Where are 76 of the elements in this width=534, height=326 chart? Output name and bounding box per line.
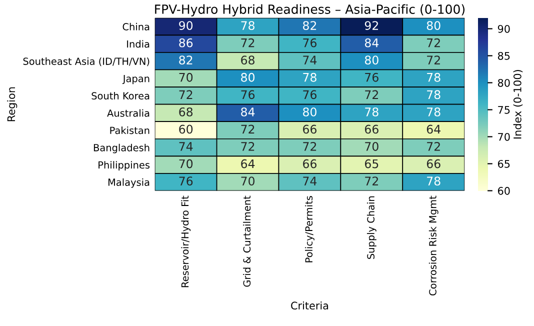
data-label: 76 xyxy=(241,90,255,100)
data-label: 72 xyxy=(427,56,440,64)
data-label: 74 xyxy=(303,176,317,186)
data-label: 70 xyxy=(365,142,378,151)
data-label: 68 xyxy=(179,107,193,116)
y-tick-label: South Korea xyxy=(92,92,150,100)
data-label: 70 xyxy=(179,159,193,168)
data-label: 80 xyxy=(241,72,255,82)
data-label: 76 xyxy=(303,38,316,48)
data-label: 80 xyxy=(364,56,378,65)
color-bar-label: 85 xyxy=(498,52,510,60)
data-label: 76 xyxy=(303,90,316,100)
data-label: 84 xyxy=(364,38,379,48)
color-bar-label: 75 xyxy=(498,106,510,114)
y-tick-label: Philippines xyxy=(98,161,150,171)
x-tick-label: Corrosion Risk Mgmt xyxy=(428,196,438,296)
data-label: 78 xyxy=(427,90,440,100)
data-label: 72 xyxy=(241,124,254,134)
data-label: 64 xyxy=(426,124,440,134)
data-label: 66 xyxy=(303,159,316,168)
data-label: 72 xyxy=(303,142,316,151)
data-label: 72 xyxy=(427,142,440,151)
data-label: 78 xyxy=(241,21,254,30)
data-label: 74 xyxy=(303,56,317,64)
y-tick-label: Japan xyxy=(122,75,150,84)
data-label: 72 xyxy=(241,38,254,48)
data-label: 80 xyxy=(426,21,440,30)
color-bar-label: 80 xyxy=(498,78,510,87)
color-bar-label: 70 xyxy=(498,132,510,141)
data-label: 78 xyxy=(303,72,316,82)
data-label: 92 xyxy=(364,21,378,30)
y-tick-label: Malaysia xyxy=(108,178,150,188)
data-label: 66 xyxy=(364,124,378,134)
data-label: 64 xyxy=(241,159,255,168)
data-label: 72 xyxy=(241,142,254,151)
data-label: 76 xyxy=(179,176,193,186)
x-tick-label: Supply Chain xyxy=(366,196,376,259)
color-bar-title: Index (0-100) xyxy=(513,70,523,138)
y-tick-label: China xyxy=(122,22,150,30)
data-label: 86 xyxy=(179,38,193,48)
x-tick-label: Grid & Curtailment xyxy=(243,196,251,287)
chart-title: FPV-Hydro Hybrid Readiness – Asia-Pacific (0-100) xyxy=(155,4,465,16)
data-label: 70 xyxy=(179,72,193,82)
data-label: 82 xyxy=(303,21,316,30)
y-tick-label: Pakistan xyxy=(110,126,150,134)
data-label: 72 xyxy=(427,38,440,48)
data-label: 90 xyxy=(179,21,193,30)
x-axis-title: Criteria xyxy=(291,301,328,310)
data-label: 68 xyxy=(241,56,254,65)
data-label: 70 xyxy=(241,176,255,186)
data-label: 65 xyxy=(364,159,378,168)
data-label: 84 xyxy=(241,107,255,116)
color-bar-label: 60 xyxy=(498,186,510,195)
data-label: 78 xyxy=(427,176,440,186)
data-label: 72 xyxy=(365,90,378,99)
data-label: 78 xyxy=(427,107,440,116)
data-label: 76 xyxy=(365,72,378,82)
y-tick-label: Southeast Asia (ID/TH/VN) xyxy=(23,57,150,66)
data-label: 72 xyxy=(179,90,192,99)
y-tick-label: Australia xyxy=(107,109,150,117)
data-label: 78 xyxy=(365,107,378,116)
data-label: 66 xyxy=(303,124,316,134)
y-tick-label: Bangladesh xyxy=(94,144,150,154)
y-tick-label: India xyxy=(127,40,150,48)
data-label: 80 xyxy=(303,107,316,116)
data-label: 66 xyxy=(426,159,440,168)
x-tick-label: Policy/Permits xyxy=(305,196,314,262)
color-bar-label: 65 xyxy=(498,160,510,168)
x-tick-label: Reservoir/Hydro Fit xyxy=(181,196,191,288)
data-label: 74 xyxy=(179,142,193,151)
data-label: 72 xyxy=(365,176,378,186)
y-axis-title: Region xyxy=(7,87,18,122)
data-label: 78 xyxy=(427,72,440,82)
color-bar-label: 90 xyxy=(498,24,510,33)
data-label: 82 xyxy=(179,56,192,65)
data-label: 60 xyxy=(179,124,193,134)
